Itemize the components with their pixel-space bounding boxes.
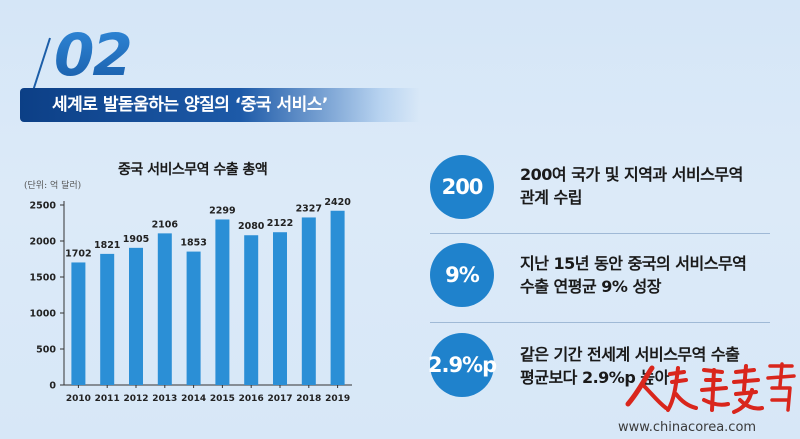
bar-2014 [186,251,201,385]
data-label-2014: 1853 [180,238,206,249]
stat-circle-2-9p: 2.9%p [428,333,497,397]
x-tick-label-2013: 2013 [152,394,177,404]
stat-text-9pct: 지난 15년 동안 중국의 서비스무역 수출 연평균 9% 성장 [520,252,795,298]
stat-text-line: 지난 15년 동안 중국의 서비스무역 [520,254,747,273]
bar-2019 [330,210,345,385]
bar-2012 [129,247,143,385]
stat-text-line: 같은 기간 전세계 서비스무역 수출 [520,345,740,364]
divider [430,322,770,323]
y-tick-label: 2500 [30,201,57,212]
bar-chart: 0 500 1000 1500 2000 2500 1702 2010 1821 2011 1905… [30,197,352,404]
slash-decoration-icon [31,37,51,95]
data-label-2017: 2122 [267,218,293,229]
stat-text-2-9p: 같은 기간 전세계 서비스무역 수출 평균보다 2.9%p 높아 [520,343,795,389]
x-tick-label-2018: 2018 [296,394,321,404]
x-tick-label-2017: 2017 [267,394,292,404]
data-label-2010: 1702 [65,248,91,259]
chart-title: 중국 서비스무역 수출 총액 [118,162,268,178]
y-tick-label: 0 [49,381,56,392]
bar-2018 [301,217,316,385]
bar-2017 [273,232,287,385]
stat-text-line: 200여 국가 및 지역과 서비스무역 [520,165,743,184]
stat-circle-9pct: 9% [430,243,494,307]
data-label-2015: 2299 [209,205,235,216]
stat-text-200: 200여 국가 및 지역과 서비스무역 관계 수립 [520,163,795,209]
section-number: 02 [54,21,133,89]
x-tick-label-2019: 2019 [325,394,350,404]
x-tick-label-2016: 2016 [239,394,264,404]
y-tick-label: 1500 [30,273,57,284]
y-tick-label: 1000 [30,309,57,320]
data-label-2019: 2420 [324,197,351,208]
bar-2011 [100,253,115,385]
people-daily-calligraphy-logo-icon [625,362,796,414]
stat-text-line: 평균보다 2.9%p 높아 [520,368,669,387]
bar-2010 [71,262,86,385]
y-tick-label: 2000 [30,237,57,248]
data-label-2012: 1905 [123,234,149,245]
stat-circle-200: 200 [430,155,494,219]
section-title-bar [20,88,420,122]
x-tick-label-2014: 2014 [181,394,206,404]
stat-text-line: 관계 수립 [520,188,582,207]
watermark: www.chinacorea.com [618,420,757,435]
section-title: 세계로 발돋움하는 양질의 ‘중국 서비스’ [52,95,328,115]
y-tick-label: 500 [36,345,56,356]
bar-2015 [215,219,230,385]
divider [430,233,770,234]
chart-unit-label: (단위: 억 달러) [24,181,82,191]
stat-text-line: 수출 연평균 9% 성장 [520,277,661,296]
bar-2016 [244,235,259,385]
data-label-2018: 2327 [296,203,322,214]
data-label-2013: 2106 [152,219,179,230]
x-tick-label-2011: 2011 [95,394,120,404]
data-label-2016: 2080 [238,221,265,232]
x-tick-label-2010: 2010 [66,394,91,404]
data-label-2011: 1821 [94,240,120,251]
bar-2013 [157,233,172,385]
x-tick-label-2015: 2015 [210,394,235,404]
x-tick-label-2012: 2012 [123,394,148,404]
